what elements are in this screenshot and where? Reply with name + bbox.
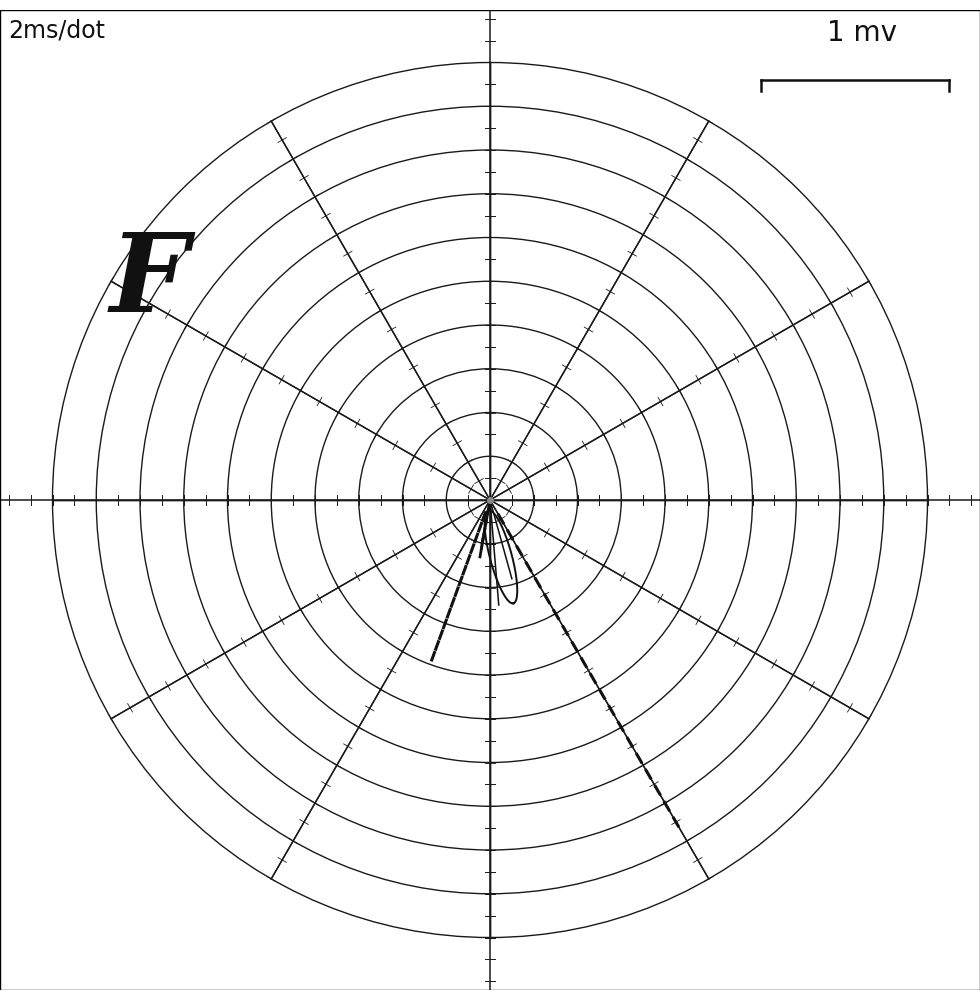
Text: 1 mv: 1 mv [827,19,897,47]
Text: 2ms/dot: 2ms/dot [9,19,106,43]
Text: F: F [110,228,188,335]
